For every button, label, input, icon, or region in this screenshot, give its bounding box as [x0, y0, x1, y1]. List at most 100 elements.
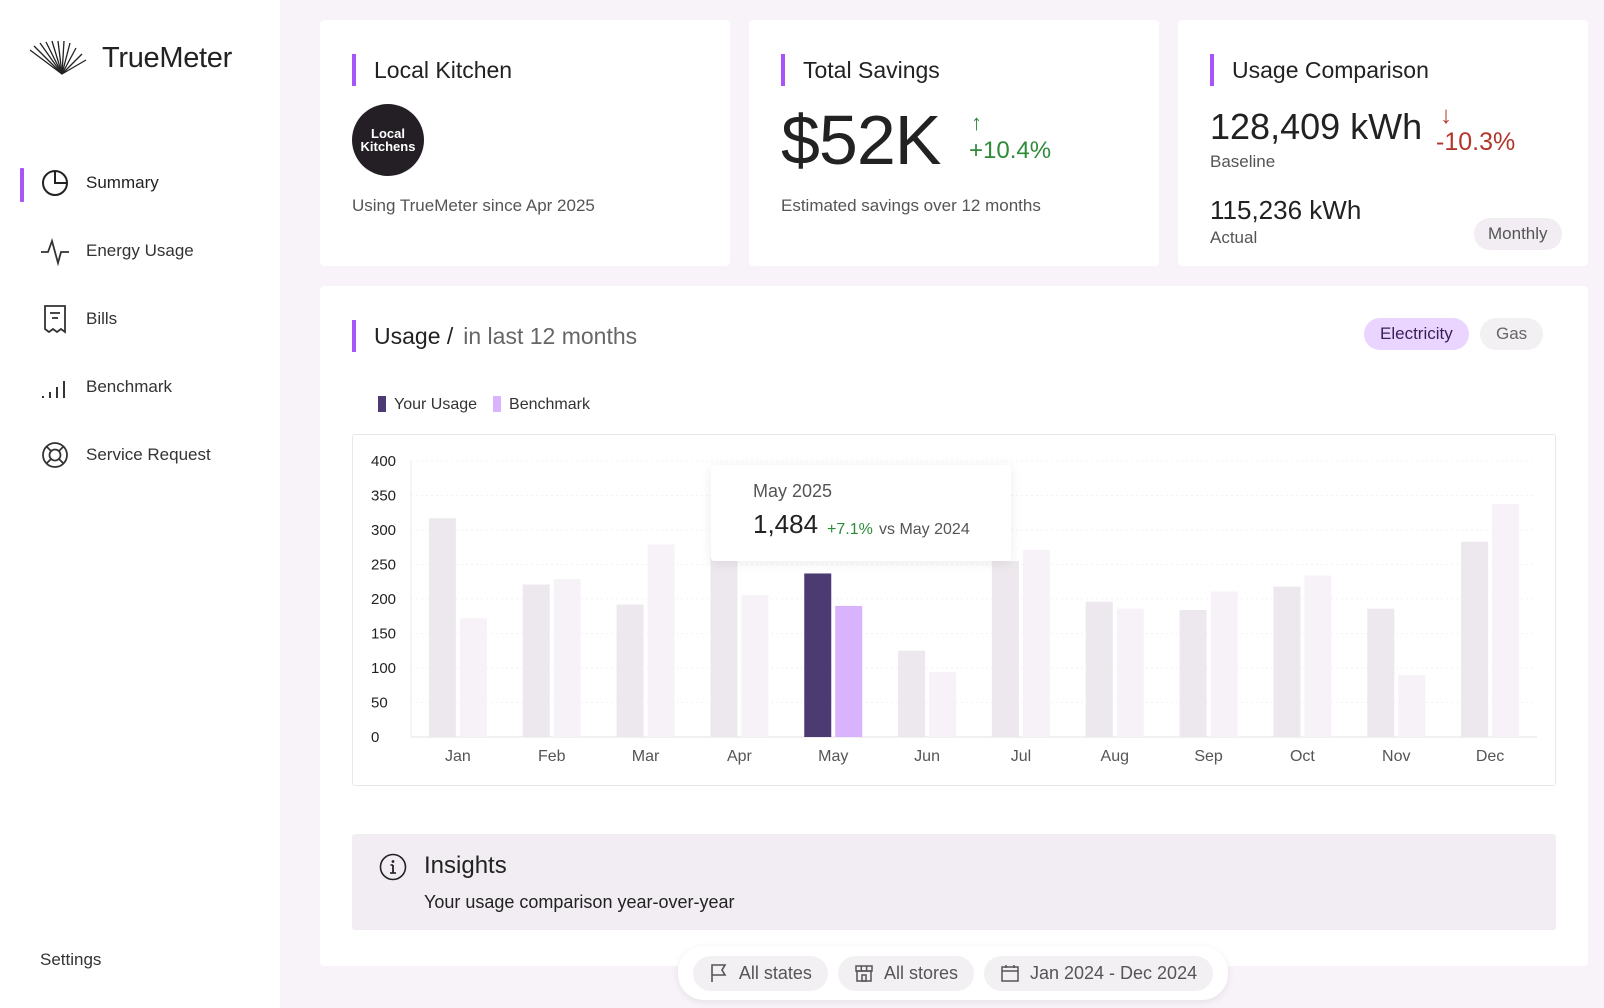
- bar-benchmark-oct: [1304, 575, 1332, 737]
- bar-benchmark-dec: [1492, 503, 1520, 737]
- usage-chart: 0 50 100 150 200 250 300 350 400 Jan Feb Mar Apr May J…: [352, 434, 1556, 786]
- chart-legend: Your Usage Benchmark: [378, 396, 590, 414]
- logo-line-2: Kitchens: [360, 139, 416, 154]
- filter-bar: All states All stores Jan 2024 - Dec 202…: [678, 946, 1228, 1000]
- x-tick-label: Dec: [1476, 748, 1504, 765]
- sidebar-item-label: Benchmark: [86, 377, 172, 396]
- store-icon: [855, 965, 873, 982]
- bar-your-usage-feb: [522, 584, 550, 737]
- tooltip-delta: +7.1%: [827, 521, 873, 538]
- nav-active-indicator: [20, 168, 24, 202]
- sidebar-item-label: Summary: [86, 173, 159, 192]
- bar-benchmark-sep: [1210, 591, 1238, 737]
- account-title: Local Kitchen: [374, 56, 513, 83]
- bar-benchmark-apr: [741, 594, 769, 737]
- sidebar-item-label: Energy Usage: [86, 241, 194, 260]
- clock-pie-icon: [42, 170, 68, 196]
- y-tick-label: 150: [371, 626, 396, 643]
- tooltip-vs: vs May 2024: [879, 521, 970, 538]
- sidebar-item-label: Service Request: [86, 445, 211, 464]
- toggle-electricity[interactable]: Electricity: [1364, 318, 1469, 350]
- toggle-gas[interactable]: Gas: [1480, 318, 1544, 350]
- bar-your-usage-may: [804, 573, 832, 737]
- bar-your-usage-sep: [1179, 610, 1207, 737]
- savings-card: Total Savings $52K ↑ +10.4% Estimated sa…: [749, 20, 1159, 266]
- actual-value: 115,236 kWh: [1210, 195, 1362, 225]
- bar-benchmark-feb: [553, 578, 581, 737]
- bar-your-usage-jul: [991, 561, 1019, 737]
- x-tick-label: Mar: [632, 748, 660, 765]
- app-logo[interactable]: TrueMeter: [28, 40, 232, 76]
- y-tick-label: 100: [371, 660, 396, 677]
- bar-your-usage-oct: [1273, 586, 1301, 737]
- arrow-up-icon: ↑: [971, 110, 982, 135]
- account-card: Local Kitchen Local Kitchens Using TrueMe…: [320, 20, 730, 266]
- legend-label: Benchmark: [509, 396, 590, 413]
- accent-bar: [352, 320, 356, 352]
- baseline-value: 128,409 kWh: [1210, 106, 1423, 147]
- settings-link[interactable]: Settings: [40, 950, 102, 969]
- lifebuoy-icon: [42, 442, 68, 468]
- savings-value: $52K: [781, 101, 941, 179]
- signal-bars-icon: [42, 381, 65, 398]
- sidebar-item-summary[interactable]: Summary: [40, 168, 159, 198]
- sidebar-item-bills[interactable]: Bills: [40, 304, 117, 334]
- x-tick-label: Aug: [1101, 748, 1129, 765]
- chart-tooltip: May 2025 1,484 +7.1% vs May 2024: [711, 465, 1011, 561]
- insights-panel: Insights Your usage comparison year-over…: [352, 834, 1556, 930]
- baseline-label: Baseline: [1210, 152, 1276, 171]
- usage-title: Usage /: [374, 322, 454, 349]
- x-tick-label: Jul: [1011, 748, 1031, 765]
- x-tick-label: Feb: [538, 748, 566, 765]
- flag-icon: [711, 964, 727, 982]
- y-tick-label: 200: [371, 591, 396, 608]
- bar-your-usage-dec: [1461, 541, 1489, 737]
- pulse-icon: [41, 238, 69, 266]
- savings-change: +10.4%: [969, 137, 1052, 164]
- period-dropdown[interactable]: Monthly: [1474, 218, 1562, 250]
- bar-your-usage-nov: [1367, 608, 1395, 737]
- account-since: Using TrueMeter since Apr 2025: [352, 196, 595, 215]
- filter-label: All states: [738, 962, 812, 983]
- bar-benchmark-aug: [1116, 608, 1144, 737]
- comparison-change: -10.3%: [1436, 128, 1516, 156]
- receipt-icon: [44, 305, 66, 334]
- filter-date-range[interactable]: Jan 2024 - Dec 2024: [983, 955, 1214, 991]
- x-tick-label: Apr: [727, 748, 753, 765]
- y-tick-label: 350: [371, 488, 396, 505]
- bar-your-usage-mar: [616, 604, 644, 737]
- bar-benchmark-mar: [647, 544, 675, 737]
- accent-bar: [781, 54, 785, 86]
- arrow-down-icon: ↓: [1440, 102, 1452, 129]
- filter-stores[interactable]: All stores: [837, 955, 974, 991]
- legend-label: Your Usage: [394, 396, 478, 413]
- account-logo: Local Kitchens: [352, 104, 424, 176]
- savings-subtitle: Estimated savings over 12 months: [781, 196, 1041, 215]
- filter-label: Jan 2024 - Dec 2024: [1029, 962, 1198, 983]
- filter-states[interactable]: All states: [692, 955, 828, 991]
- filter-label: All stores: [883, 962, 958, 983]
- y-tick-label: 400: [371, 453, 396, 470]
- sidebar-item-benchmark[interactable]: Benchmark: [40, 372, 172, 402]
- comparison-title: Usage Comparison: [1232, 56, 1429, 83]
- sidebar-item-service-request[interactable]: Service Request: [40, 440, 211, 470]
- bar-benchmark-jun: [929, 672, 957, 737]
- bar-your-usage-jun: [898, 650, 926, 737]
- bar-your-usage-aug: [1085, 601, 1113, 737]
- bar-your-usage-jan: [428, 518, 456, 737]
- truemeter-logo-icon: [29, 40, 87, 75]
- x-tick-label: Sep: [1194, 748, 1223, 765]
- usage-bar-chart: 0 50 100 150 200 250 300 350 400 Jan Feb Mar Apr May J…: [371, 453, 1537, 765]
- accent-bar: [352, 54, 356, 86]
- bar-benchmark-may: [835, 605, 863, 737]
- x-tick-label: May: [818, 748, 848, 765]
- y-tick-label: 250: [371, 557, 396, 574]
- y-tick-label: 0: [371, 729, 379, 746]
- bar-your-usage-apr: [710, 557, 738, 737]
- insights-title: Insights: [424, 852, 507, 879]
- x-tick-label: Jan: [445, 748, 471, 765]
- x-tick-label: Nov: [1382, 748, 1410, 765]
- sidebar-item-energy-usage[interactable]: Energy Usage: [40, 236, 194, 266]
- actual-label: Actual: [1210, 228, 1258, 247]
- info-icon: [379, 853, 407, 881]
